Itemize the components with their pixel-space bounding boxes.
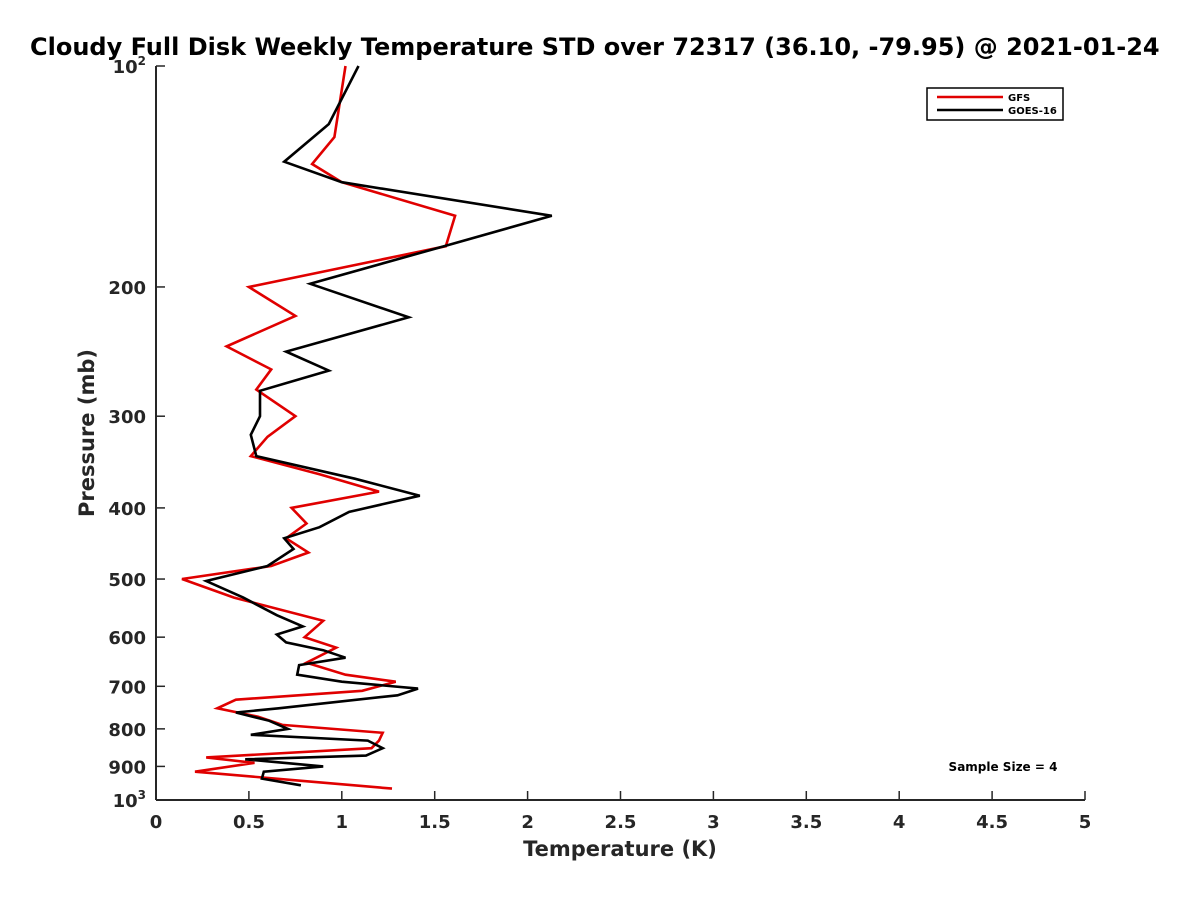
x-tick-label: 1	[336, 812, 349, 833]
y-tick-label: 900	[108, 757, 146, 778]
legend-box	[926, 87, 1064, 121]
x-tick-label: 2.5	[605, 812, 637, 833]
chart-title: Cloudy Full Disk Weekly Temperature STD …	[30, 33, 1160, 61]
legend: GFS GOES-16	[926, 87, 1064, 121]
y-tick-label: 700	[108, 677, 146, 698]
y-tick-label: 300	[108, 407, 146, 428]
y-tick-label: 600	[108, 628, 146, 649]
y-tick-label: 400	[108, 499, 146, 520]
x-tick-label: 1.5	[419, 812, 451, 833]
x-tick-label: 4.5	[976, 812, 1008, 833]
y-tick-label: 500	[108, 570, 146, 591]
series-line-gfs	[181, 65, 457, 790]
series-line-goes-16	[202, 65, 553, 787]
y-tick-label: 800	[108, 720, 146, 741]
axes-layer: 0 0.5 1 1.5 2 2.5 3 3.5 4 4.5 5 102 200 300 400 500 600 7…	[108, 54, 1091, 833]
y-axis-label: Pressure (mb)	[75, 349, 99, 517]
x-tick-label: 3.5	[790, 812, 822, 833]
y-tick-label: 200	[108, 278, 146, 299]
x-tick-label: 0.5	[233, 812, 265, 833]
x-axis-label: Temperature (K)	[523, 837, 717, 861]
y-tick-label: 103	[113, 788, 146, 812]
x-tick-label: 0	[150, 812, 163, 833]
x-tick-label: 4	[893, 812, 906, 833]
series-layer	[181, 65, 553, 790]
legend-label: GOES-16	[1008, 106, 1057, 117]
sample-size-annotation: Sample Size = 4	[949, 760, 1058, 774]
legend-label: GFS	[1008, 93, 1030, 104]
x-tick-label: 2	[521, 812, 534, 833]
y-tick-label: 102	[113, 54, 146, 78]
x-tick-label: 3	[707, 812, 720, 833]
x-tick-label: 5	[1079, 812, 1092, 833]
